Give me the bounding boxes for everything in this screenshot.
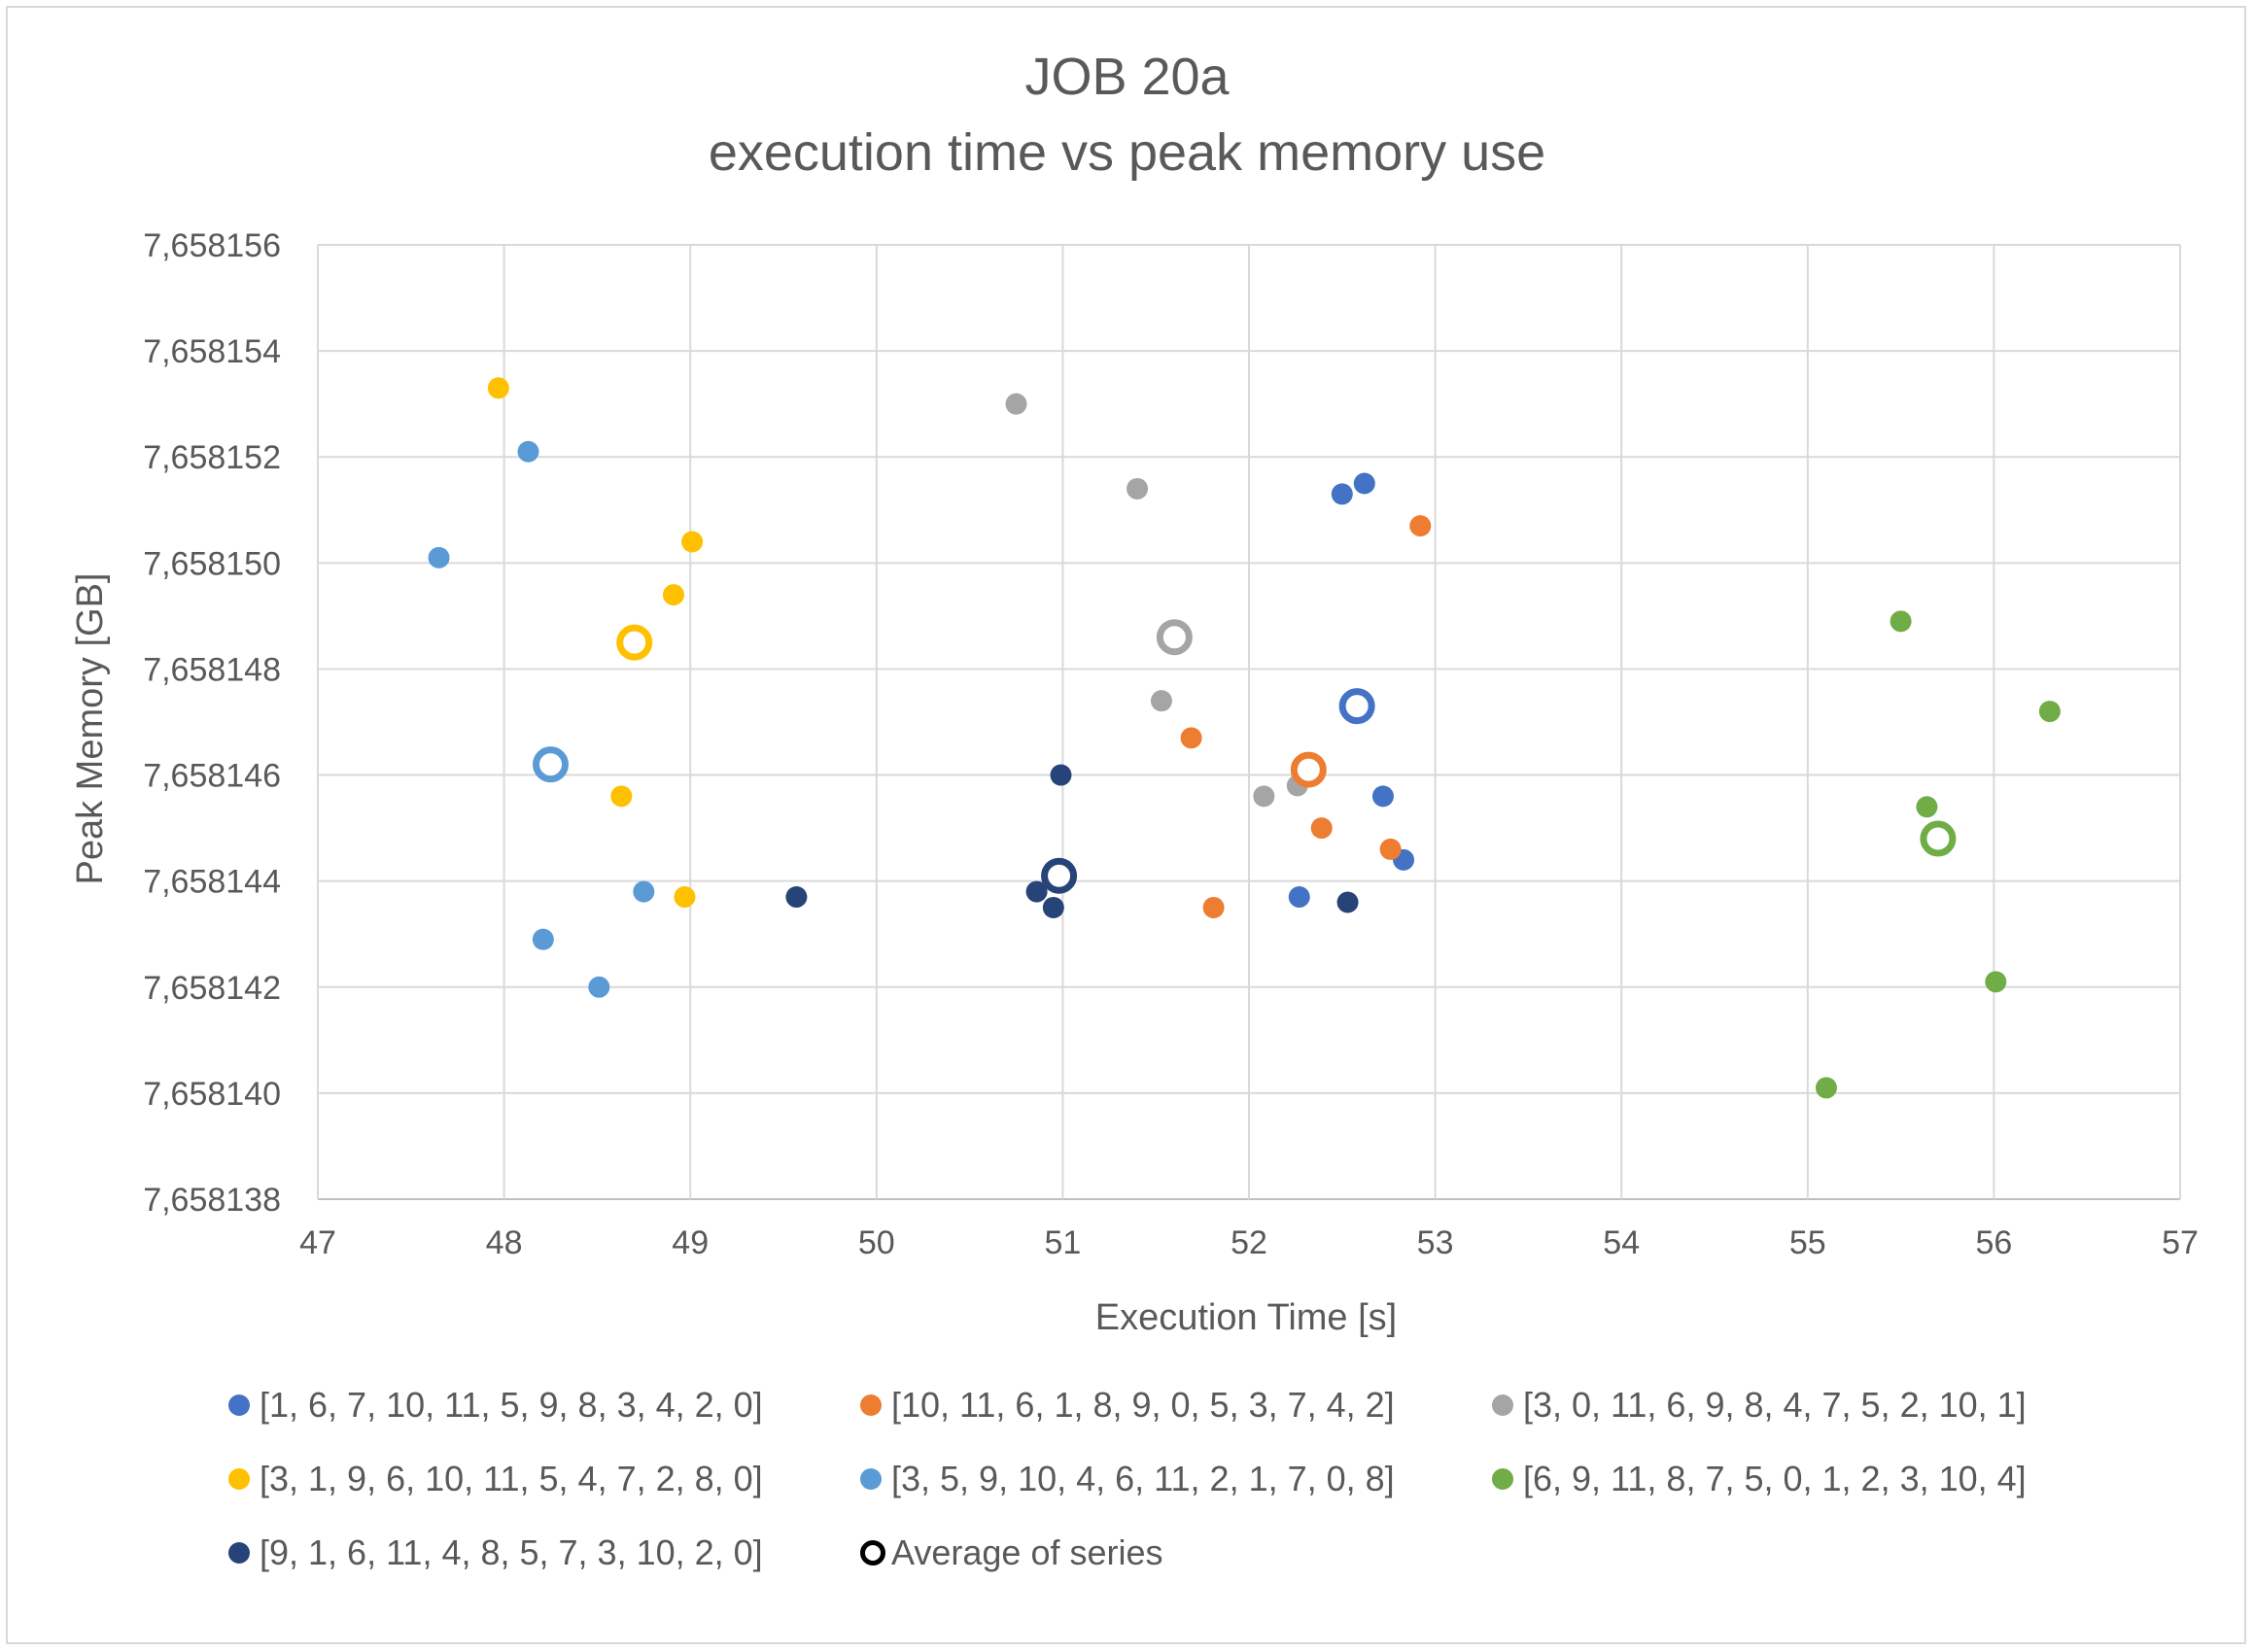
average-point bbox=[1156, 619, 1193, 656]
legend-marker bbox=[228, 1468, 250, 1490]
data-point bbox=[428, 546, 450, 568]
data-point bbox=[588, 976, 610, 998]
y-tick-label: 7,658148 bbox=[143, 651, 281, 688]
data-point bbox=[1371, 785, 1394, 808]
data-point bbox=[1985, 971, 2007, 993]
x-tick-label: 48 bbox=[486, 1224, 523, 1261]
data-points bbox=[428, 377, 2061, 1099]
gridlines bbox=[317, 244, 2181, 1200]
average-point bbox=[616, 624, 653, 661]
data-point bbox=[1005, 393, 1027, 415]
y-tick-label: 7,658150 bbox=[143, 545, 281, 582]
chart-frame bbox=[6, 6, 2246, 1644]
y-tick-label: 7,658152 bbox=[143, 439, 281, 476]
data-point bbox=[1025, 880, 1048, 903]
data-point bbox=[2038, 701, 2061, 723]
data-point bbox=[1042, 896, 1064, 918]
average-point bbox=[1290, 751, 1327, 788]
data-point bbox=[1253, 785, 1275, 808]
y-tick-label: 7,658138 bbox=[143, 1182, 281, 1219]
x-tick-label: 50 bbox=[858, 1224, 895, 1261]
legend-item: [3, 1, 9, 6, 10, 11, 5, 4, 7, 2, 8, 0] bbox=[228, 1459, 763, 1499]
y-tick-label: 7,658154 bbox=[143, 333, 281, 370]
data-point bbox=[785, 886, 808, 909]
chart-title: JOB 20a bbox=[1024, 48, 1230, 106]
data-point bbox=[1150, 690, 1172, 712]
legend-label: [1, 6, 7, 10, 11, 5, 9, 8, 3, 4, 2, 0] bbox=[260, 1385, 763, 1425]
legend-label: [3, 5, 9, 10, 4, 6, 11, 2, 1, 7, 0, 8] bbox=[891, 1459, 1395, 1498]
y-tick-label: 7,658140 bbox=[143, 1076, 281, 1113]
legend-item: [3, 0, 11, 6, 9, 8, 4, 7, 5, 2, 10, 1] bbox=[1492, 1385, 2027, 1426]
legend-item: [9, 1, 6, 11, 4, 8, 5, 7, 3, 10, 2, 0] bbox=[228, 1532, 763, 1573]
data-point bbox=[1180, 727, 1202, 749]
data-point bbox=[1288, 886, 1310, 909]
data-point bbox=[1379, 838, 1402, 860]
legend-marker bbox=[860, 1540, 885, 1566]
legend-marker bbox=[228, 1542, 250, 1564]
data-point bbox=[487, 377, 509, 399]
legend-label: [3, 0, 11, 6, 9, 8, 4, 7, 5, 2, 10, 1] bbox=[1523, 1385, 2027, 1425]
y-axis-ticks: 7,658138 7,658140 7,658142 7,658144 7,658146… bbox=[143, 227, 281, 1219]
x-axis-ticks: 47 48 49 50 51 52 53 54 55 56 57 bbox=[299, 1224, 2199, 1261]
data-point bbox=[1353, 472, 1375, 495]
x-tick-label: 54 bbox=[1603, 1224, 1640, 1261]
x-tick-label: 47 bbox=[299, 1224, 336, 1261]
legend-marker bbox=[1492, 1394, 1513, 1416]
x-tick-label: 55 bbox=[1789, 1224, 1826, 1261]
legend-marker bbox=[860, 1468, 882, 1490]
legend-label: Average of series bbox=[891, 1532, 1163, 1572]
data-point bbox=[532, 928, 554, 950]
average-point bbox=[1338, 688, 1375, 725]
y-tick-label: 7,658156 bbox=[143, 227, 281, 264]
data-point bbox=[1409, 515, 1432, 537]
data-point bbox=[681, 531, 704, 553]
legend-item: [3, 5, 9, 10, 4, 6, 11, 2, 1, 7, 0, 8] bbox=[860, 1459, 1395, 1499]
average-point bbox=[533, 746, 569, 783]
legend-item: [1, 6, 7, 10, 11, 5, 9, 8, 3, 4, 2, 0] bbox=[228, 1385, 763, 1426]
data-point bbox=[1202, 896, 1225, 918]
legend-label: [10, 11, 6, 1, 8, 9, 0, 5, 3, 7, 4, 2] bbox=[891, 1385, 1395, 1425]
legend-marker bbox=[228, 1394, 250, 1416]
data-point bbox=[633, 880, 655, 903]
data-point bbox=[1815, 1077, 1837, 1099]
data-point bbox=[1310, 817, 1333, 840]
y-tick-label: 7,658144 bbox=[143, 864, 281, 901]
y-tick-label: 7,658146 bbox=[143, 758, 281, 795]
x-tick-label: 53 bbox=[1417, 1224, 1454, 1261]
data-point bbox=[662, 584, 684, 606]
legend-item-average: Average of series bbox=[860, 1532, 1163, 1573]
y-axis-label: Peak Memory [GB] bbox=[70, 573, 111, 885]
x-tick-label: 52 bbox=[1231, 1224, 1267, 1261]
x-tick-label: 57 bbox=[2162, 1224, 2199, 1261]
average-point bbox=[1920, 820, 1957, 857]
legend-marker bbox=[860, 1394, 882, 1416]
chart-subtitle: execution time vs peak memory use bbox=[708, 123, 1546, 182]
x-tick-label: 56 bbox=[1975, 1224, 2012, 1261]
y-tick-label: 7,658142 bbox=[143, 970, 281, 1007]
data-point bbox=[1890, 610, 1912, 633]
data-point bbox=[517, 440, 539, 463]
average-markers bbox=[533, 619, 1957, 894]
data-point bbox=[1050, 764, 1072, 786]
data-point bbox=[674, 886, 696, 909]
x-tick-label: 51 bbox=[1044, 1224, 1081, 1261]
average-point bbox=[1041, 857, 1078, 894]
legend-marker bbox=[1492, 1468, 1513, 1490]
legend-label: [6, 9, 11, 8, 7, 5, 0, 1, 2, 3, 10, 4] bbox=[1523, 1459, 2027, 1498]
data-point bbox=[610, 785, 633, 808]
legend-item: [10, 11, 6, 1, 8, 9, 0, 5, 3, 7, 4, 2] bbox=[860, 1385, 1395, 1426]
legend-label: [9, 1, 6, 11, 4, 8, 5, 7, 3, 10, 2, 0] bbox=[260, 1532, 763, 1572]
data-point bbox=[1331, 483, 1353, 505]
data-point bbox=[1127, 477, 1149, 499]
legend-item: [6, 9, 11, 8, 7, 5, 0, 1, 2, 3, 10, 4] bbox=[1492, 1459, 2027, 1499]
x-tick-label: 49 bbox=[672, 1224, 709, 1261]
x-axis-label: Execution Time [s] bbox=[1095, 1297, 1397, 1338]
data-point bbox=[1336, 891, 1359, 913]
legend-label: [3, 1, 9, 6, 10, 11, 5, 4, 7, 2, 8, 0] bbox=[260, 1459, 763, 1498]
data-point bbox=[1916, 796, 1938, 818]
